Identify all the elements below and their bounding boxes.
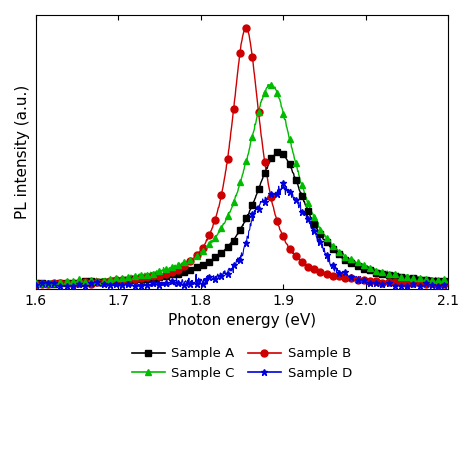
- Y-axis label: PL intensity (a.u.): PL intensity (a.u.): [15, 85, 30, 219]
- Legend: Sample A, Sample C, Sample B, Sample D: Sample A, Sample C, Sample B, Sample D: [127, 342, 357, 385]
- X-axis label: Photon energy (eV): Photon energy (eV): [168, 313, 316, 328]
